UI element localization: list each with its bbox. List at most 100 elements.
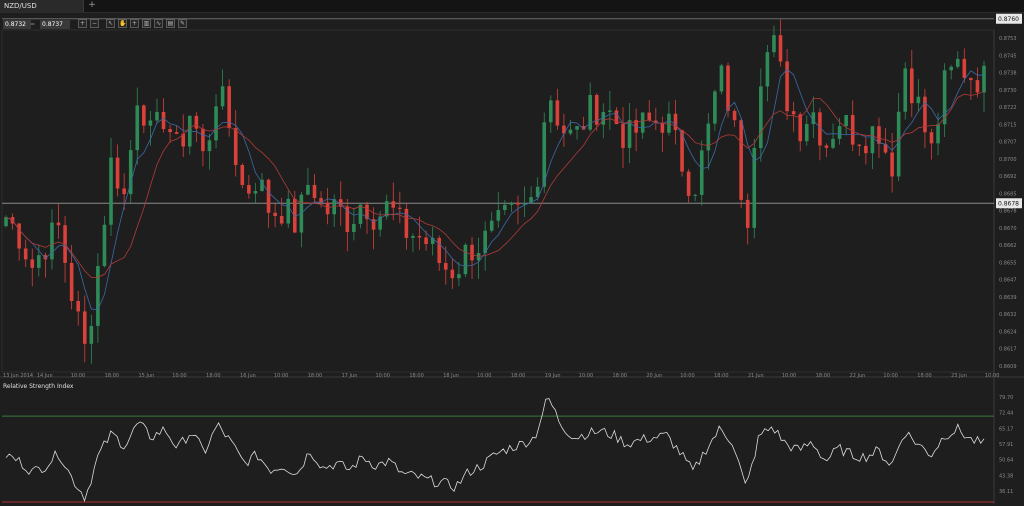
quote-separator: = <box>30 21 36 28</box>
candle <box>286 190 291 229</box>
template-icon[interactable]: ▤ <box>166 19 175 28</box>
candle-body <box>870 126 875 154</box>
candle-body <box>857 144 862 146</box>
candle-body <box>358 204 363 224</box>
candle-body <box>128 150 133 195</box>
candle-body <box>772 35 776 53</box>
candle <box>824 143 829 157</box>
x-tick-label: 18:00 <box>308 373 322 379</box>
candle-body <box>831 138 835 148</box>
candle-body <box>56 222 61 226</box>
add-tab-button[interactable]: + <box>88 0 96 10</box>
candle <box>135 87 140 165</box>
candle-body <box>338 199 343 207</box>
candle-body <box>194 115 199 129</box>
candle-body <box>614 110 619 125</box>
candle-body <box>765 52 770 87</box>
candle-body <box>745 199 750 228</box>
x-tick-label: 18:00 <box>714 373 728 379</box>
cursor-icon[interactable]: ↖ <box>106 19 115 28</box>
bid-price[interactable]: 0.8732 <box>3 20 31 29</box>
x-tick-label: 10:00 <box>680 373 694 379</box>
candle-body <box>155 111 159 121</box>
zoom-in-icon[interactable]: + <box>78 19 87 28</box>
crosshair-icon[interactable]: + <box>130 19 139 28</box>
candle-body <box>365 204 369 220</box>
candle <box>516 195 520 225</box>
candle <box>82 295 87 363</box>
candle <box>181 114 186 157</box>
candle-body <box>69 262 74 301</box>
candle <box>686 169 691 203</box>
current-price-tag-text: 0.8760 <box>998 16 1019 23</box>
candle-body <box>424 237 428 245</box>
candle <box>50 209 54 270</box>
indicator-icon[interactable]: ∿ <box>154 19 163 28</box>
candle-body <box>548 100 553 123</box>
candle <box>352 207 356 241</box>
tab-symbol[interactable]: NZD/USD <box>0 0 84 12</box>
candle-body <box>4 217 8 227</box>
candle-body <box>699 150 704 195</box>
x-tick-label: 19 Jun <box>545 373 561 379</box>
candle <box>96 253 100 343</box>
zoom-out-icon[interactable]: − <box>90 19 99 28</box>
candle-body <box>273 212 277 217</box>
candle-body <box>837 126 842 139</box>
candle-body <box>844 114 848 127</box>
candle <box>791 101 796 132</box>
candle-body <box>503 204 507 211</box>
candle <box>969 77 973 100</box>
candle-body <box>443 263 448 270</box>
y-tick-label: 0.8722 <box>999 105 1017 111</box>
candle <box>844 114 848 136</box>
candle <box>877 117 881 159</box>
candle <box>732 108 737 127</box>
candle <box>358 202 363 229</box>
candle <box>457 261 461 286</box>
candle-body <box>161 111 166 130</box>
candle <box>306 167 310 196</box>
ma-slow-line <box>5 90 985 278</box>
draw-icon[interactable]: ✎ <box>178 19 187 28</box>
candle <box>365 201 369 234</box>
candle <box>174 125 179 135</box>
x-tick-label: 18:00 <box>206 373 220 379</box>
y-tick-label: 0.8609 <box>999 364 1017 370</box>
candle-body <box>293 198 297 233</box>
candle-body <box>686 171 691 196</box>
candle <box>187 115 192 155</box>
candle-body <box>608 110 612 112</box>
y-tick-label: 0.8715 <box>999 122 1017 128</box>
candle-body <box>640 112 645 133</box>
candle-body <box>936 124 940 144</box>
ask-price[interactable]: 0.8737 <box>40 20 70 29</box>
candle-body <box>279 216 284 224</box>
chart-type-icon[interactable]: ▥ <box>142 19 151 28</box>
candle <box>693 193 697 202</box>
candle-body <box>201 128 205 152</box>
hand-icon[interactable]: ✋ <box>118 19 127 28</box>
candle-body <box>450 269 455 279</box>
candle <box>293 190 297 234</box>
candle-body <box>542 122 547 187</box>
candle-body <box>673 113 678 131</box>
candle-body <box>627 120 632 148</box>
candle <box>923 88 927 149</box>
candle-body <box>312 184 317 199</box>
candle <box>201 123 205 167</box>
candle-body <box>371 219 376 230</box>
x-tick-label: 18:00 <box>613 373 627 379</box>
candle <box>680 129 684 177</box>
candle <box>522 186 527 217</box>
candle <box>890 132 894 193</box>
candle-body <box>325 202 330 215</box>
current-price-tag-bg <box>996 13 1022 24</box>
candle <box>220 69 225 110</box>
rsi-tick-label: 57.91 <box>999 442 1013 448</box>
candle <box>864 136 868 165</box>
candle-body <box>923 96 927 133</box>
x-tick-label: 18:00 <box>511 373 525 379</box>
candle-body <box>391 201 396 208</box>
